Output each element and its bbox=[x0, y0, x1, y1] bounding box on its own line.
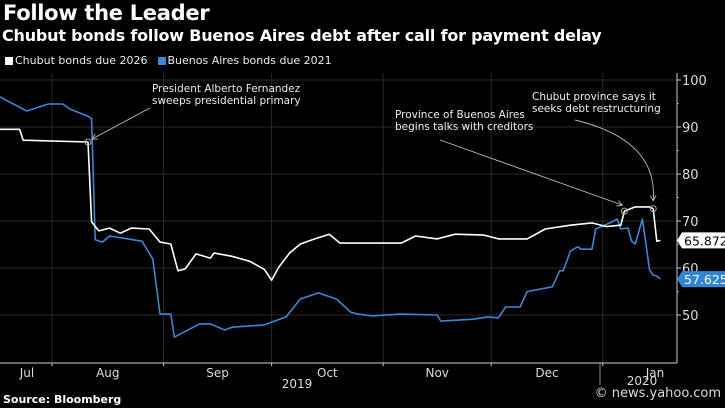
annotation-text: Chubut province says it bbox=[532, 91, 656, 103]
x-tick-label: Jan bbox=[645, 366, 665, 380]
x-tick-label: Oct bbox=[317, 366, 338, 380]
y-tick-label: 90 bbox=[682, 121, 699, 136]
legend-label: Buenos Aires bonds due 2021 bbox=[167, 54, 332, 67]
last-value-badge-buenos-aires bbox=[677, 271, 725, 288]
x-tick-label: Sep bbox=[206, 366, 229, 380]
last-value-label: 57.625 bbox=[684, 272, 725, 287]
last-value-badge-chubut bbox=[677, 232, 725, 249]
legend-item-buenos-aires: Buenos Aires bonds due 2021 bbox=[157, 54, 332, 67]
annotation-text: Province of Buenos Aires bbox=[395, 109, 525, 121]
annotation-arrow bbox=[439, 139, 623, 206]
chart-title: Follow the Leader bbox=[3, 1, 210, 25]
annotation-text: begins talks with creditors bbox=[395, 121, 533, 133]
legend-swatch-blue bbox=[157, 56, 166, 65]
legend: Chubut bonds due 2026 Buenos Aires bonds… bbox=[5, 54, 332, 67]
last-value-label: 65.872 bbox=[684, 233, 725, 248]
series-line-buenos-aires bbox=[0, 96, 661, 338]
y-tick-label: 100 bbox=[682, 74, 707, 89]
y-tick-label: 80 bbox=[682, 168, 699, 183]
series-line-chubut bbox=[0, 128, 661, 281]
event-marker bbox=[649, 205, 657, 213]
legend-item-chubut: Chubut bonds due 2026 bbox=[5, 54, 148, 67]
legend-swatch-white bbox=[5, 56, 13, 65]
event-marker bbox=[620, 207, 628, 215]
arrowhead-icon bbox=[91, 133, 99, 140]
annotation-arrow bbox=[574, 119, 654, 201]
year-label: 2020 bbox=[627, 374, 658, 388]
event-marker bbox=[84, 138, 92, 146]
arrowhead-icon bbox=[616, 200, 624, 207]
y-tick-label: 50 bbox=[682, 309, 699, 324]
x-tick-label: Aug bbox=[96, 366, 119, 380]
arrowhead-icon bbox=[649, 195, 657, 202]
annotation-arrow bbox=[91, 107, 151, 140]
x-tick-label: Dec bbox=[535, 366, 558, 380]
source-note: Source: Bloomberg bbox=[3, 393, 122, 406]
annotation-text: seeks debt restructuring bbox=[532, 103, 661, 115]
year-label: 2019 bbox=[282, 377, 313, 391]
chart-subtitle: Chubut bonds follow Buenos Aires debt af… bbox=[2, 26, 602, 45]
y-tick-label: 70 bbox=[682, 215, 699, 230]
legend-label: Chubut bonds due 2026 bbox=[15, 54, 148, 67]
annotation-text: sweeps presidential primary bbox=[152, 95, 301, 107]
x-tick-label: Jul bbox=[19, 366, 34, 380]
x-tick-label: Nov bbox=[425, 366, 448, 380]
watermark: © news.yahoo.com bbox=[594, 386, 721, 401]
annotation-text: President Alberto Fernandez bbox=[152, 83, 301, 95]
